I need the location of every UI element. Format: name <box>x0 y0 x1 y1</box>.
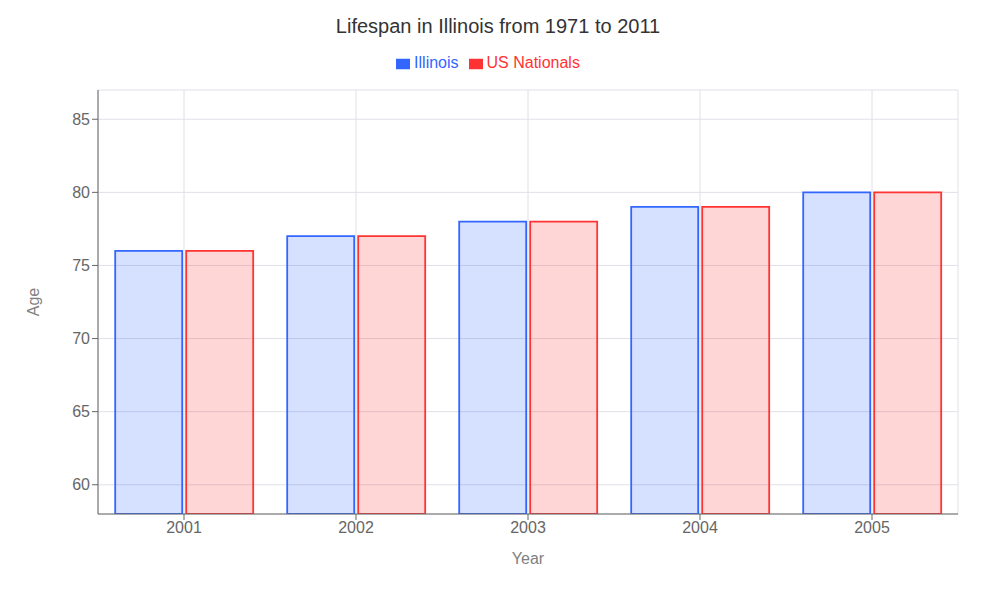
svg-text:70: 70 <box>72 330 90 347</box>
svg-text:85: 85 <box>72 111 90 128</box>
html-text:Lifespan in Illinois from 1971: Lifespan in Illinois from 1971 to 2011 <box>335 15 661 37</box>
svg-text:75: 75 <box>72 257 90 274</box>
svg-text:80: 80 <box>72 184 90 201</box>
svg-text:2004: 2004 <box>682 519 718 536</box>
svg-text:2001: 2001 <box>166 519 202 536</box>
svg-text:2002: 2002 <box>338 519 374 536</box>
svg-text:2005: 2005 <box>854 519 890 536</box>
html-text:US Nationals: US Nationals <box>486 54 580 71</box>
html-text:Illinois: Illinois <box>414 54 459 71</box>
svg-text:Year: Year <box>512 550 545 567</box>
svg-text:60: 60 <box>72 476 90 493</box>
svg-text:65: 65 <box>72 403 90 420</box>
svg-text:2003: 2003 <box>510 519 546 536</box>
svg-text:Age: Age <box>25 288 42 317</box>
